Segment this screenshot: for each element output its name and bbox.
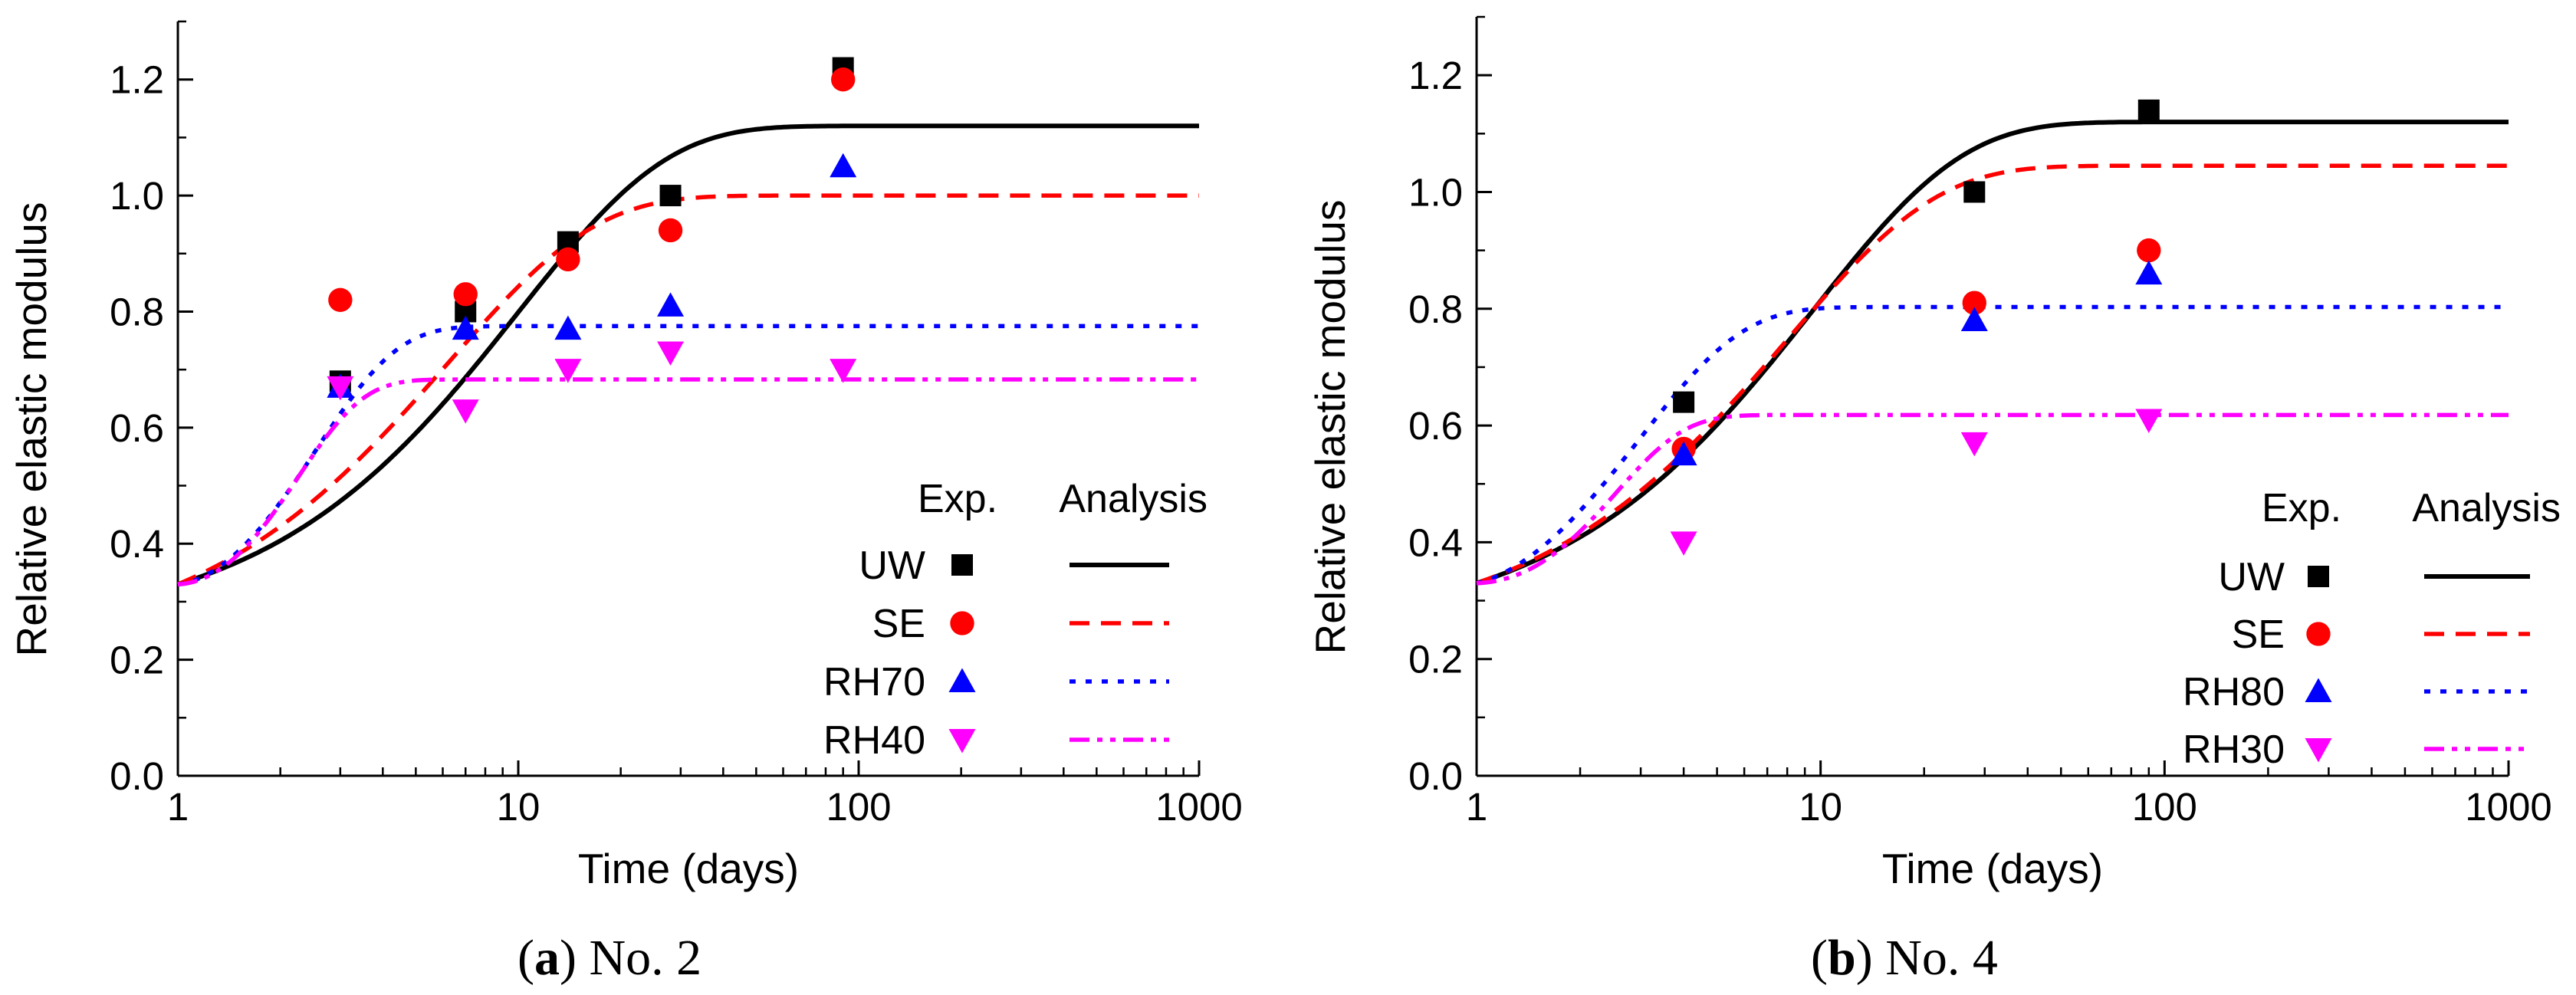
legend-label: UW	[2218, 555, 2285, 599]
data-point-uw	[1673, 391, 1695, 413]
legend-marker	[2305, 738, 2332, 763]
data-point-rh30	[1670, 531, 1697, 556]
data-point-se	[556, 247, 580, 272]
x-tick-label: 1	[167, 785, 189, 829]
data-point-rh70	[830, 153, 857, 178]
data-point-rh40	[830, 359, 857, 383]
legend-analysis-header: Analysis	[1059, 477, 1208, 521]
legend-exp-header: Exp.	[918, 477, 997, 521]
data-point-rh80	[1670, 441, 1697, 466]
data-point-rh80	[2135, 260, 2163, 285]
legend-exp-header: Exp.	[2262, 486, 2341, 530]
y-axis-label: Relative elastic modulus	[1306, 199, 1354, 654]
y-tick-label: 0.2	[110, 639, 164, 682]
data-point-se	[328, 287, 353, 313]
y-tick-label: 0.8	[1408, 287, 1463, 331]
analysis-line-uw	[177, 123, 1199, 587]
y-tick-label: 0.4	[110, 522, 164, 566]
x-tick-label: 100	[2132, 785, 2197, 829]
panel-caption-title: No. 4	[1885, 930, 1998, 986]
x-tick-label: 1	[1466, 785, 1487, 829]
data-point-se	[658, 218, 683, 243]
y-tick-label: 1.0	[110, 174, 164, 218]
data-point-uw	[659, 185, 682, 207]
chart-panel-b: 1 10 100 1000 0.0 0.2 0.4 0.6 0.8 1.0 1.2 Time (day…	[1306, 15, 2561, 892]
y-tick-label: 0.0	[110, 754, 164, 798]
panel-caption-a: (a) No. 2	[518, 930, 702, 986]
data-point-rh40	[657, 341, 685, 366]
y-tick-label: 0.6	[1408, 404, 1463, 448]
analysis-line-rh80	[1476, 304, 2509, 586]
data-point-se	[453, 282, 478, 307]
legend-marker	[2305, 678, 2332, 702]
legend-marker	[948, 729, 976, 754]
analysis-line-rh70	[177, 323, 1199, 586]
data-point-uw	[1963, 181, 1986, 203]
y-tick-label: 1.0	[1408, 170, 1463, 214]
legend-label: RH70	[823, 660, 925, 704]
legend-marker	[948, 668, 976, 692]
data-point-rh40	[554, 359, 582, 383]
x-tick-label: 10	[497, 785, 540, 829]
legend-marker	[951, 554, 973, 576]
x-tick-label: 10	[1799, 785, 1842, 829]
legend-label: SE	[2232, 612, 2285, 657]
y-tick-label: 1.2	[1408, 54, 1463, 97]
data-point-rh70	[452, 315, 479, 340]
y-tick-label: 1.2	[110, 58, 164, 102]
legend-analysis-header: Analysis	[2412, 486, 2561, 530]
data-point-rh30	[2135, 409, 2163, 433]
data-point-rh40	[452, 399, 479, 424]
x-axis-label: Time (days)	[578, 845, 799, 892]
legend-label: UW	[859, 543, 925, 588]
panel-caption-b: (b) No. 4	[1811, 930, 1998, 986]
x-axis-label: Time (days)	[1882, 845, 2103, 892]
panel-caption-letter: a	[534, 930, 560, 986]
data-point-rh70	[554, 315, 582, 340]
data-point-se	[2137, 238, 2161, 263]
y-tick-label: 0.6	[110, 406, 164, 450]
legend-marker	[2308, 566, 2329, 587]
analysis-line-rh30	[1476, 412, 2509, 586]
data-point-rh80	[1960, 307, 1988, 331]
panel-caption-title: No. 2	[589, 930, 702, 986]
data-point-se	[831, 67, 856, 92]
y-tick-label: 0.4	[1408, 520, 1463, 564]
legend-label: RH40	[823, 718, 925, 763]
legend-label: RH30	[2183, 727, 2285, 772]
data-point-rh70	[657, 292, 685, 317]
chart-panel-a: 1 10 100 1000 0.0 0.2 0.4 0.6 0.8 1.0 1.2 Time (day…	[8, 20, 1243, 892]
analysis-line-se	[1476, 163, 2509, 586]
legend-marker	[950, 611, 974, 635]
x-tick-label: 1000	[2465, 785, 2551, 829]
y-tick-label: 0.2	[1408, 638, 1463, 681]
y-tick-label: 0.0	[1408, 754, 1463, 798]
x-tick-label: 1000	[1155, 785, 1242, 829]
analysis-line-rh40	[177, 377, 1199, 586]
legend-marker	[2306, 622, 2331, 646]
legend-label: SE	[872, 602, 925, 646]
data-point-uw	[2137, 99, 2160, 121]
x-tick-label: 100	[826, 785, 891, 829]
legend-label: RH80	[2183, 670, 2285, 714]
data-point-se	[1962, 291, 1986, 315]
y-axis-label: Relative elastic modulus	[8, 202, 55, 656]
analysis-line-uw	[1476, 120, 2509, 586]
analysis-line-se	[176, 193, 1199, 586]
y-tick-label: 0.8	[110, 290, 164, 333]
panel-caption-letter: b	[1827, 930, 1856, 986]
data-point-rh40	[327, 376, 354, 401]
data-point-rh30	[1960, 432, 1988, 457]
